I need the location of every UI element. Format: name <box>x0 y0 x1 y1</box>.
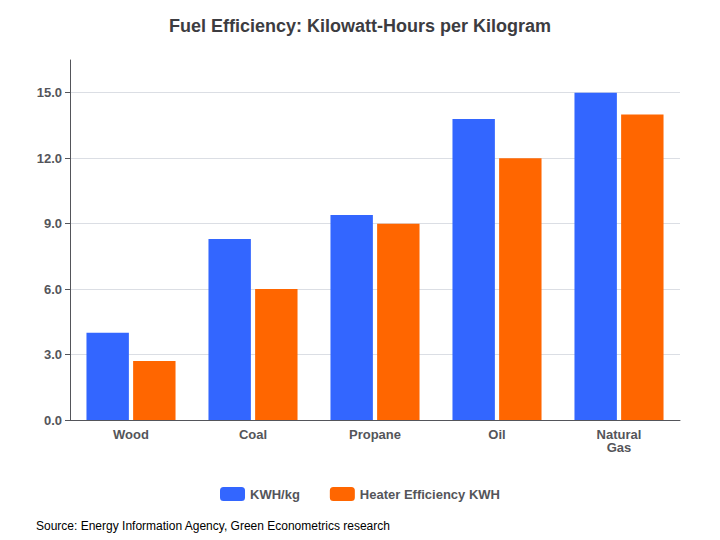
svg-text:15.0: 15.0 <box>37 85 62 100</box>
svg-text:Propane: Propane <box>349 427 401 442</box>
svg-text:3.0: 3.0 <box>44 347 62 362</box>
svg-text:Oil: Oil <box>488 427 505 442</box>
svg-text:Coal: Coal <box>239 427 267 442</box>
svg-text:Source: Energy Information Age: Source: Energy Information Agency, Green… <box>36 519 390 533</box>
svg-text:0.0: 0.0 <box>44 413 62 428</box>
svg-text:Natural: Natural <box>596 427 642 442</box>
svg-text:9.0: 9.0 <box>44 216 62 231</box>
svg-text:12.0: 12.0 <box>37 151 62 166</box>
svg-text:Fuel Efficiency: Kilowatt-Hour: Fuel Efficiency: Kilowatt-Hours per Kilo… <box>169 16 551 36</box>
svg-text:Heater Efficiency KWH: Heater Efficiency KWH <box>360 487 500 502</box>
svg-text:Wood: Wood <box>113 427 149 442</box>
svg-text:Gas: Gas <box>607 440 632 455</box>
svg-text:6.0: 6.0 <box>44 282 62 297</box>
svg-text:KWH/kg: KWH/kg <box>250 487 300 502</box>
